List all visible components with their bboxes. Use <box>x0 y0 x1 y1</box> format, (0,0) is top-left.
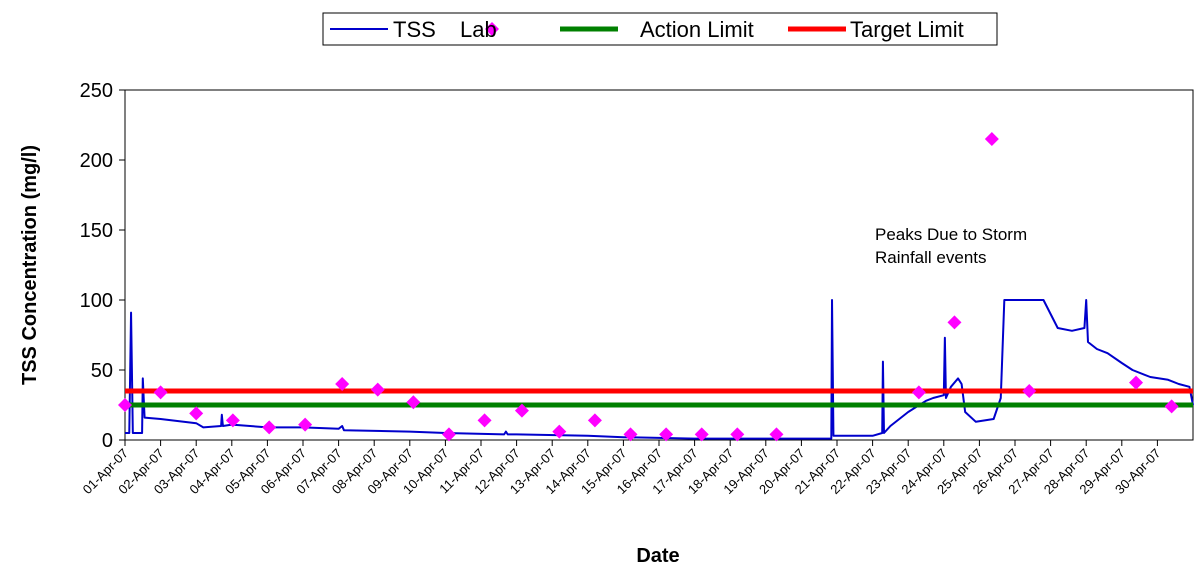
lab-point <box>118 398 132 412</box>
lab-point <box>153 385 168 400</box>
legend-label: Lab <box>460 17 497 42</box>
x-axis-title: Date <box>636 545 679 567</box>
legend-box <box>322 12 998 46</box>
lab-point <box>189 406 204 421</box>
lab-point <box>262 420 277 435</box>
lab-point <box>769 427 784 442</box>
lab-point <box>947 315 962 330</box>
annotation: Peaks Due to Storm <box>875 225 1027 244</box>
lab-point <box>984 132 999 146</box>
lab-point <box>477 413 492 428</box>
lab-point <box>911 385 926 400</box>
y-tick-label: 150 <box>80 220 113 242</box>
lab-point <box>659 427 674 442</box>
plot-area <box>124 89 1194 441</box>
y-tick-label: 200 <box>80 150 113 172</box>
y-tick-label: 250 <box>80 80 113 102</box>
lab-point <box>335 377 350 391</box>
lab-point <box>730 427 745 442</box>
lab-point <box>441 427 456 442</box>
lab-point <box>694 427 709 442</box>
lab-point <box>225 413 240 428</box>
lab-point <box>1022 384 1037 398</box>
lab-point <box>623 427 638 442</box>
y-tick-label: 0 <box>102 430 113 452</box>
legend-swatch <box>485 22 499 36</box>
lab-point <box>406 395 421 410</box>
y-axis-title: TSS Concentration (mg/l) <box>19 145 41 385</box>
lab-point <box>587 413 602 428</box>
legend-label: TSS <box>393 17 436 42</box>
y-tick-label: 50 <box>91 360 113 382</box>
y-tick-label: 100 <box>80 290 113 312</box>
lab-point <box>370 382 385 397</box>
annotation: Rainfall events <box>875 248 987 267</box>
lab-point <box>298 417 313 432</box>
lab-point <box>552 424 567 439</box>
tss-line <box>125 299 1194 440</box>
legend-label: Action Limit <box>640 17 754 42</box>
lab-point <box>1164 399 1179 414</box>
legend-label: Target Limit <box>850 17 964 42</box>
lab-point <box>1129 375 1144 390</box>
lab-point <box>514 403 529 418</box>
